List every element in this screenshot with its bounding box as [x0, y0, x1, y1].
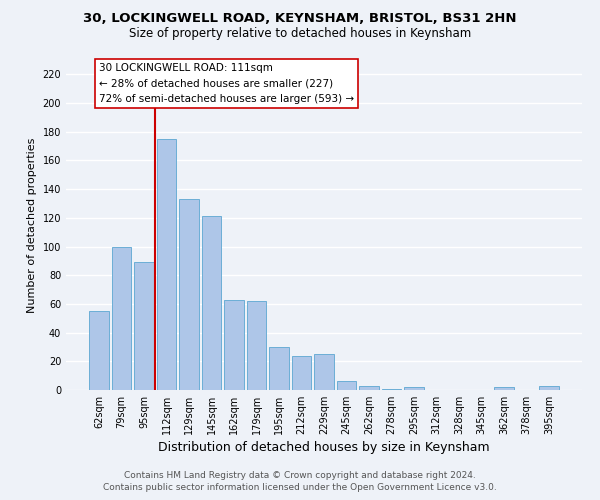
Bar [134, 262, 154, 390]
Bar [179, 199, 199, 390]
Text: Contains HM Land Registry data © Crown copyright and database right 2024.
Contai: Contains HM Land Registry data © Crown c… [103, 471, 497, 492]
Bar [269, 347, 289, 390]
Bar [337, 382, 356, 390]
Text: 30, LOCKINGWELL ROAD, KEYNSHAM, BRISTOL, BS31 2HN: 30, LOCKINGWELL ROAD, KEYNSHAM, BRISTOL,… [83, 12, 517, 26]
Bar [314, 354, 334, 390]
Bar [494, 387, 514, 390]
Bar [247, 301, 266, 390]
Text: Size of property relative to detached houses in Keynsham: Size of property relative to detached ho… [129, 28, 471, 40]
X-axis label: Distribution of detached houses by size in Keynsham: Distribution of detached houses by size … [158, 441, 490, 454]
Bar [89, 311, 109, 390]
Bar [202, 216, 221, 390]
Bar [292, 356, 311, 390]
Bar [404, 387, 424, 390]
Y-axis label: Number of detached properties: Number of detached properties [27, 138, 37, 312]
Text: 30 LOCKINGWELL ROAD: 111sqm
← 28% of detached houses are smaller (227)
72% of se: 30 LOCKINGWELL ROAD: 111sqm ← 28% of det… [99, 63, 354, 104]
Bar [157, 139, 176, 390]
Bar [359, 386, 379, 390]
Bar [382, 388, 401, 390]
Bar [539, 386, 559, 390]
Bar [224, 300, 244, 390]
Bar [112, 246, 131, 390]
